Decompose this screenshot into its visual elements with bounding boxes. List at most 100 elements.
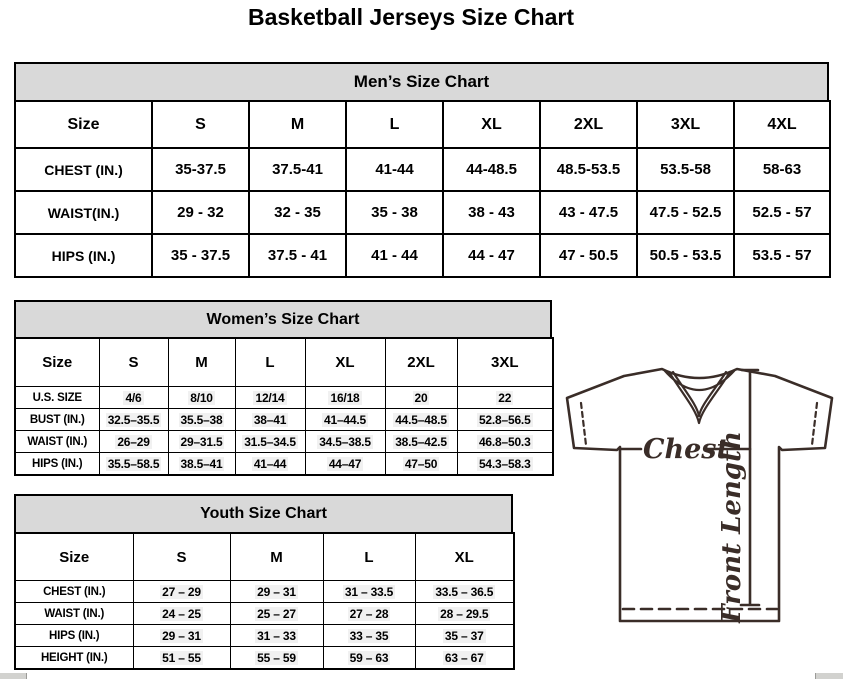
size-value: 16/18	[328, 390, 362, 405]
size-cell: 29–31.5	[167, 430, 236, 453]
size-cell: 35.5–58.5	[98, 452, 169, 476]
row-label: CHEST (IN.)	[14, 147, 153, 192]
size-value: 27 – 29	[160, 584, 203, 599]
size-cell: 50.5 - 53.5	[636, 233, 735, 278]
size-cell: 47–50	[384, 452, 458, 476]
size-value: 29–31.5	[178, 434, 225, 449]
womens-size-table: Size S M L XL 2XL 3XL U.S. SIZE 4/6 8/10 12/14 16/1…	[14, 337, 554, 476]
size-cell: 59 – 63	[322, 646, 416, 670]
table-row: HIPS (IN.) 35 - 37.5 37.5 - 41 41 - 44 44 - …	[14, 233, 831, 278]
size-cell: 26–29	[98, 430, 169, 453]
size-cell: 47.5 - 52.5	[636, 190, 735, 235]
size-cell: 52.8–56.5	[456, 408, 554, 431]
column-header: XL	[304, 337, 386, 387]
jersey-collar	[663, 369, 736, 425]
header-row: Size S M L XL 2XL 3XL	[14, 337, 554, 387]
size-value: 35.5–38	[178, 412, 225, 427]
size-cell: 27 – 28	[322, 602, 416, 625]
size-cell: 4/6	[98, 386, 169, 409]
size-cell: 51 – 55	[132, 646, 231, 670]
size-cell: 38 - 43	[442, 190, 541, 235]
size-cell: 43 - 47.5	[539, 190, 638, 235]
size-value: 44-48.5	[466, 161, 517, 178]
size-value: 34.5–38.5	[317, 434, 373, 449]
column-header: L	[234, 337, 306, 387]
size-value: 38.5–41	[178, 456, 225, 471]
size-cell: 48.5-53.5	[539, 147, 638, 192]
size-value: 38–41	[251, 412, 289, 427]
womens-size-chart-title: Women’s Size Chart	[14, 300, 552, 337]
size-cell: 37.5-41	[248, 147, 347, 192]
size-value: 31.5–34.5	[242, 434, 298, 449]
front-length-measure-line	[739, 368, 761, 607]
size-cell: 47 - 50.5	[539, 233, 638, 278]
size-value: 29 – 31	[160, 628, 203, 643]
size-cell: 34.5–38.5	[304, 430, 386, 453]
size-value: 37.5 - 41	[267, 247, 328, 264]
size-value: 59 – 63	[347, 650, 391, 665]
table-row: HIPS (IN.) 35.5–58.5 38.5–41 41–44 44–47 47–5…	[14, 452, 554, 476]
size-cell: 35 - 38	[345, 190, 444, 235]
column-header: XL	[414, 532, 515, 581]
size-cell: 46.8–50.3	[456, 430, 554, 453]
womens-size-chart-section: Women’s Size Chart Size S M L XL 2XL 3XL U.S. S…	[14, 300, 554, 476]
size-cell: 35 – 37	[414, 624, 515, 647]
size-cell: 27 – 29	[132, 580, 231, 603]
scrollbar-button-right[interactable]	[815, 673, 843, 679]
size-cell: 32 - 35	[248, 190, 347, 235]
column-header: 2XL	[539, 100, 638, 149]
size-cell: 53.5-58	[636, 147, 735, 192]
size-value: 28 – 29.5	[438, 606, 491, 621]
table-row: HEIGHT (IN.) 51 – 55 55 – 59 59 – 63 63 – 67	[14, 646, 515, 670]
size-value: 51 – 55	[160, 650, 203, 665]
size-value: 44 - 47	[468, 247, 515, 264]
column-header: 4XL	[733, 100, 831, 149]
size-value: 32.5–35.5	[105, 412, 162, 427]
size-value: 53.5-58	[660, 161, 711, 178]
size-value: 38 - 43	[468, 204, 515, 221]
size-value: 35.5–58.5	[105, 456, 162, 471]
table-row: U.S. SIZE 4/6 8/10 12/14 16/18 20 22	[14, 386, 554, 409]
table-row: CHEST (IN.) 35-37.5 37.5-41 41-44 44-48.5 48.…	[14, 147, 831, 192]
size-value: 33 – 35	[347, 628, 391, 643]
size-value: 52.8–56.5	[476, 412, 533, 427]
size-value: 35-37.5	[175, 161, 226, 178]
size-value: 44–47	[326, 456, 364, 471]
size-cell: 54.3–58.3	[456, 452, 554, 476]
size-cell: 55 – 59	[229, 646, 324, 670]
size-cell: 35-37.5	[151, 147, 250, 192]
table-row: CHEST (IN.) 27 – 29 29 – 31 31 – 33.5 33.5 –…	[14, 580, 515, 603]
size-cell: 29 - 32	[151, 190, 250, 235]
size-value: 35 - 38	[371, 204, 418, 221]
size-cell: 44 - 47	[442, 233, 541, 278]
size-value: 41 - 44	[371, 247, 418, 264]
size-value: 24 – 25	[160, 606, 203, 621]
size-cell: 44.5–48.5	[384, 408, 458, 431]
size-value: 47 - 50.5	[558, 247, 619, 264]
size-value: 63 – 67	[442, 650, 486, 665]
youth-size-table: Size S M L XL CHEST (IN.) 27 – 29 29 – 31 31 – 3…	[14, 532, 515, 670]
chest-label: Chest	[643, 434, 729, 465]
size-cell: 31 – 33	[229, 624, 324, 647]
size-value: 46.8–50.3	[476, 434, 533, 449]
youth-size-chart-section: Youth Size Chart Size S M L XL CHEST (IN.) 27 …	[14, 494, 515, 670]
size-cell: 33 – 35	[322, 624, 416, 647]
size-cell: 44–47	[304, 452, 386, 476]
table-row: WAIST(IN.) 29 - 32 32 - 35 35 - 38 38 - 43 43…	[14, 190, 831, 235]
column-header: 2XL	[384, 337, 458, 387]
column-header: L	[322, 532, 416, 581]
row-label: WAIST (IN.)	[14, 602, 134, 625]
size-value: 47.5 - 52.5	[649, 204, 722, 221]
front-length-label: Front Length	[717, 431, 747, 624]
table-row: WAIST (IN.) 26–29 29–31.5 31.5–34.5 34.5–38.…	[14, 430, 554, 453]
row-label: HIPS (IN.)	[14, 624, 134, 647]
size-cell: 32.5–35.5	[98, 408, 169, 431]
jersey-measurement-diagram: Chest Front Length	[565, 367, 834, 624]
size-value: 55 – 59	[255, 650, 298, 665]
size-value: 50.5 - 53.5	[649, 247, 722, 264]
size-value: 47–50	[402, 456, 440, 471]
size-value: 35 - 37.5	[170, 247, 231, 264]
scrollbar-button-left[interactable]	[0, 673, 27, 679]
size-cell: 24 – 25	[132, 602, 231, 625]
